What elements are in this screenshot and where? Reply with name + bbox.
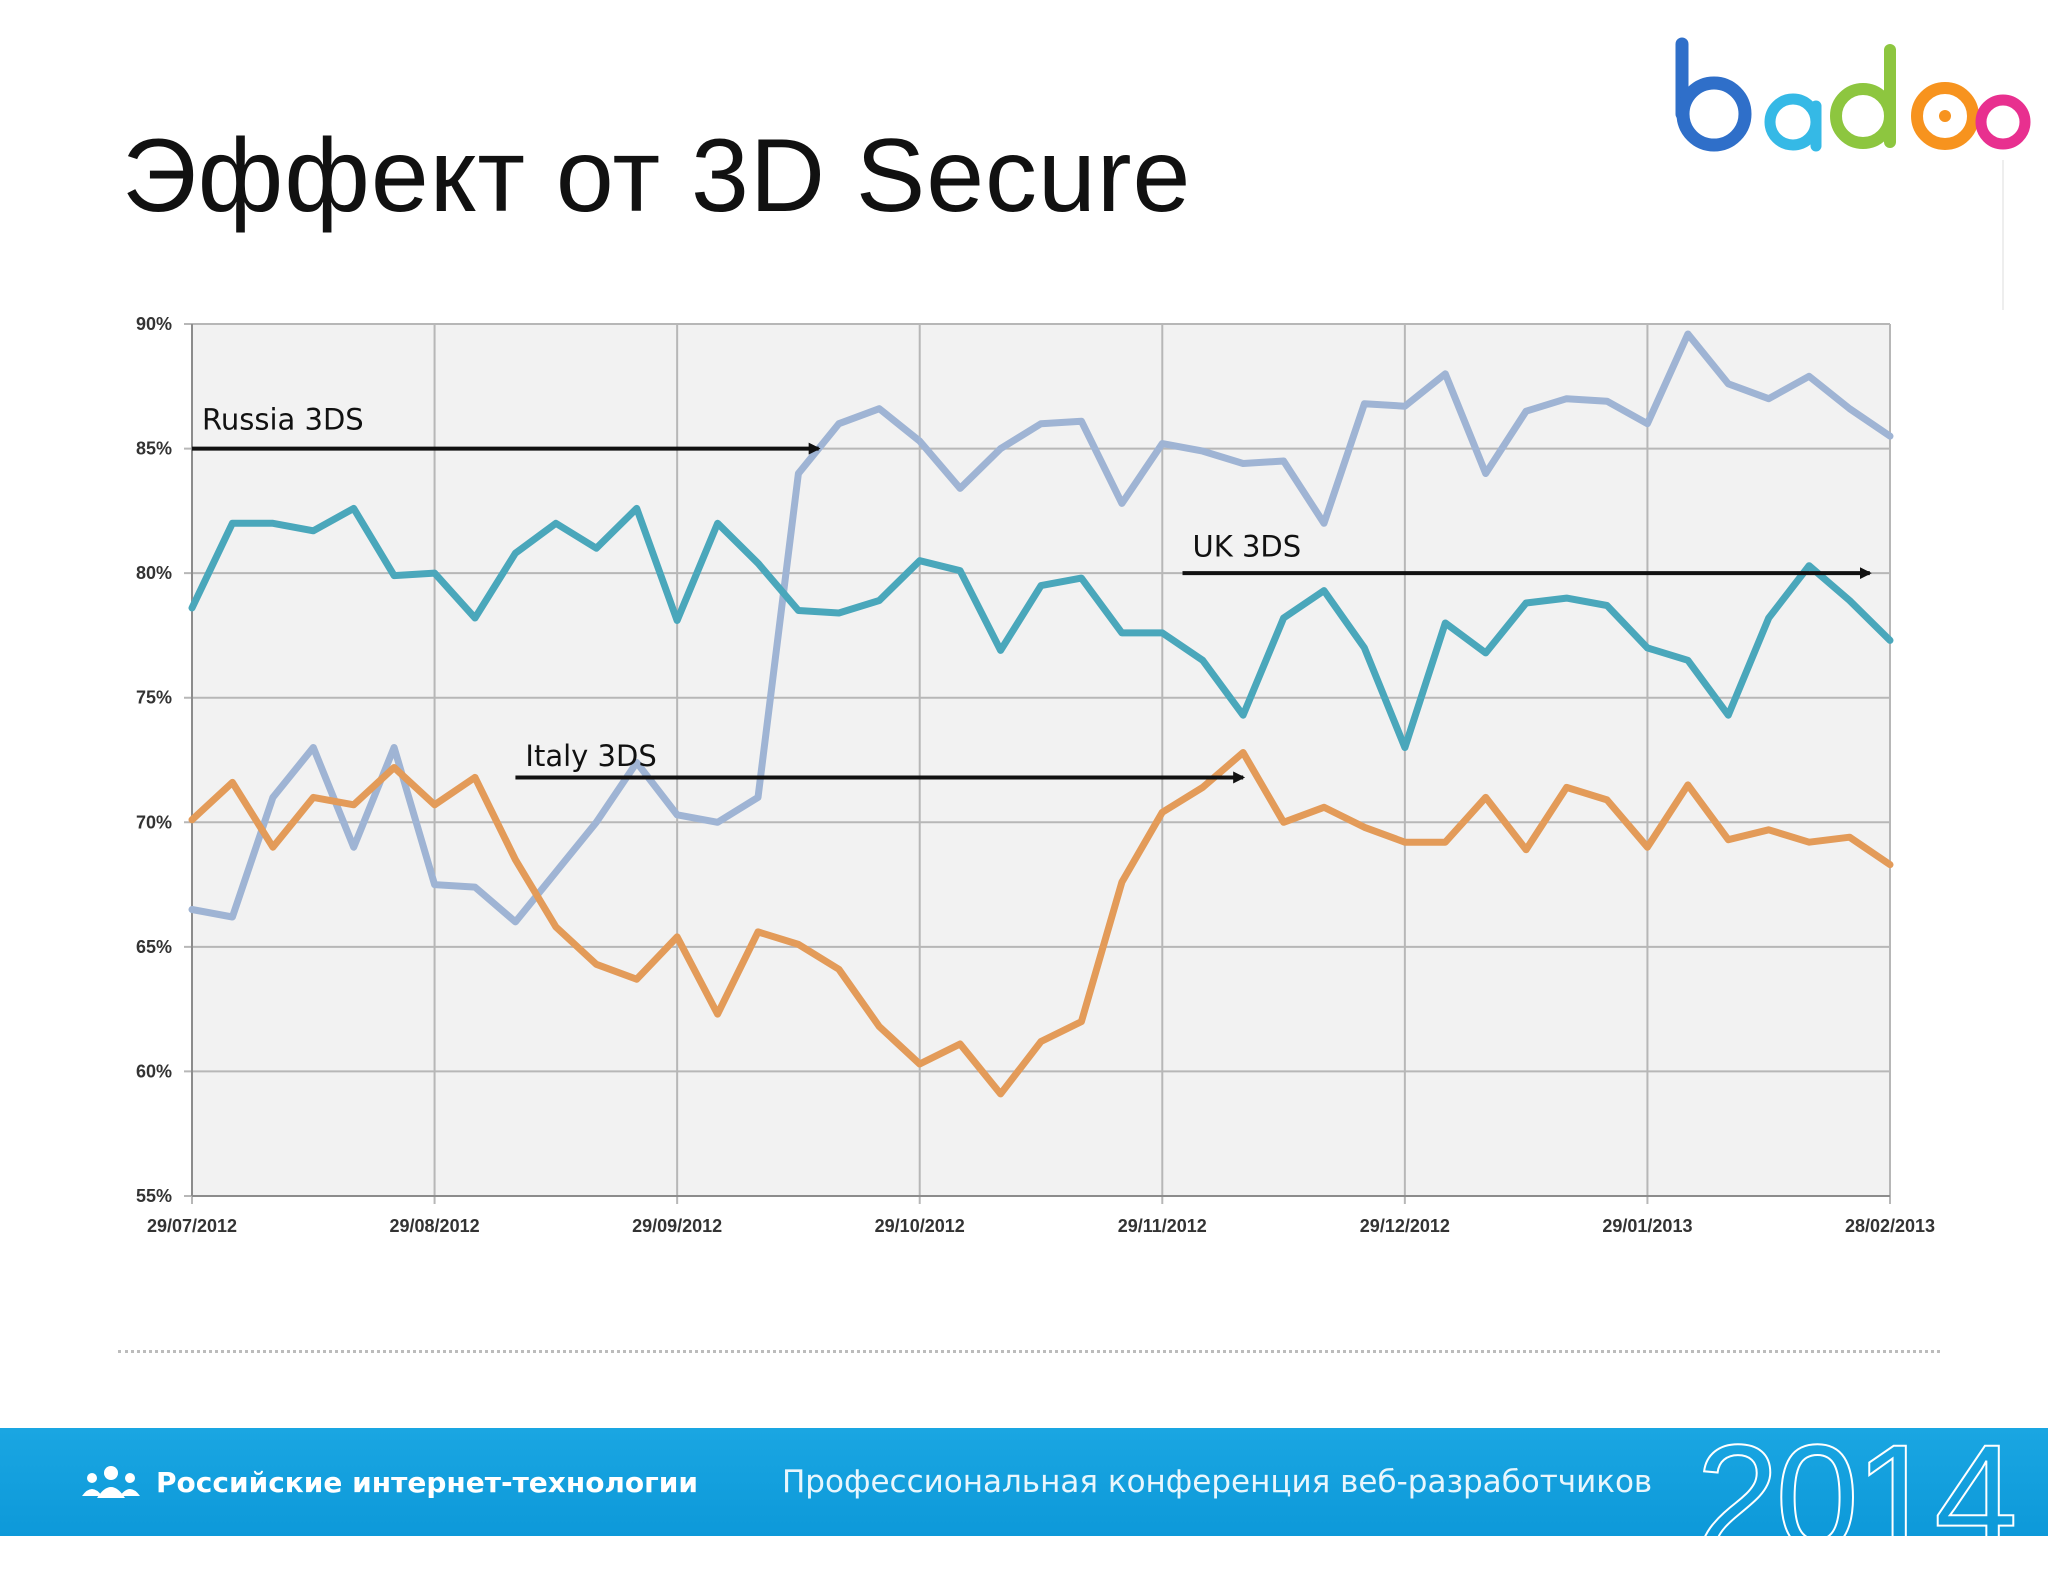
series-line-1 [188,504,1894,751]
footer-bar: Российские интернет-технологии Профессио… [0,1421,2048,1573]
x-tick-label: 29/10/2012 [875,1216,965,1236]
footer-conference-name: Профессиональная конференция веб-разрабо… [782,1464,1653,1500]
x-tick-label: 29/01/2013 [1602,1216,1692,1236]
y-tick-label: 80% [136,563,172,583]
plot-area [192,324,1890,1196]
people-icon [82,1466,140,1498]
annotation-label: Italy 3DS [525,739,656,773]
y-tick-label: 85% [136,439,172,459]
footer-org-name: Российские интернет-технологии [156,1465,699,1499]
y-tick-label: 90% [136,314,172,334]
y-tick-label: 70% [136,812,172,832]
series-line-0 [188,330,1894,926]
footer-year: 2014 [1695,1413,2019,1581]
y-tick-label: 55% [136,1186,172,1206]
y-tick-label: 65% [136,937,172,957]
dotted-separator [118,1350,1940,1353]
slide-edge-line [2002,160,2004,310]
series-line-2 [188,749,1894,1098]
x-tick-label: 29/12/2012 [1360,1216,1450,1236]
slide-title: Эффект от 3D Secure [122,118,1192,234]
x-tick-label: 29/07/2012 [147,1216,237,1236]
annotation-label: UK 3DS [1193,530,1302,564]
x-tick-label: 29/08/2012 [390,1216,480,1236]
x-tick-label: 28/02/2013 [1845,1216,1935,1236]
y-tick-label: 60% [136,1061,172,1081]
x-tick-label: 29/11/2012 [1118,1216,1207,1236]
x-tick-label: 29/09/2012 [632,1216,722,1236]
footer-org-block: Российские интернет-технологии [80,1462,698,1502]
badoo-logo-graphic [1675,37,2031,152]
annotation-label: Russia 3DS [202,403,364,437]
y-tick-label: 75% [136,688,172,708]
badoo-logo [1668,36,2032,156]
